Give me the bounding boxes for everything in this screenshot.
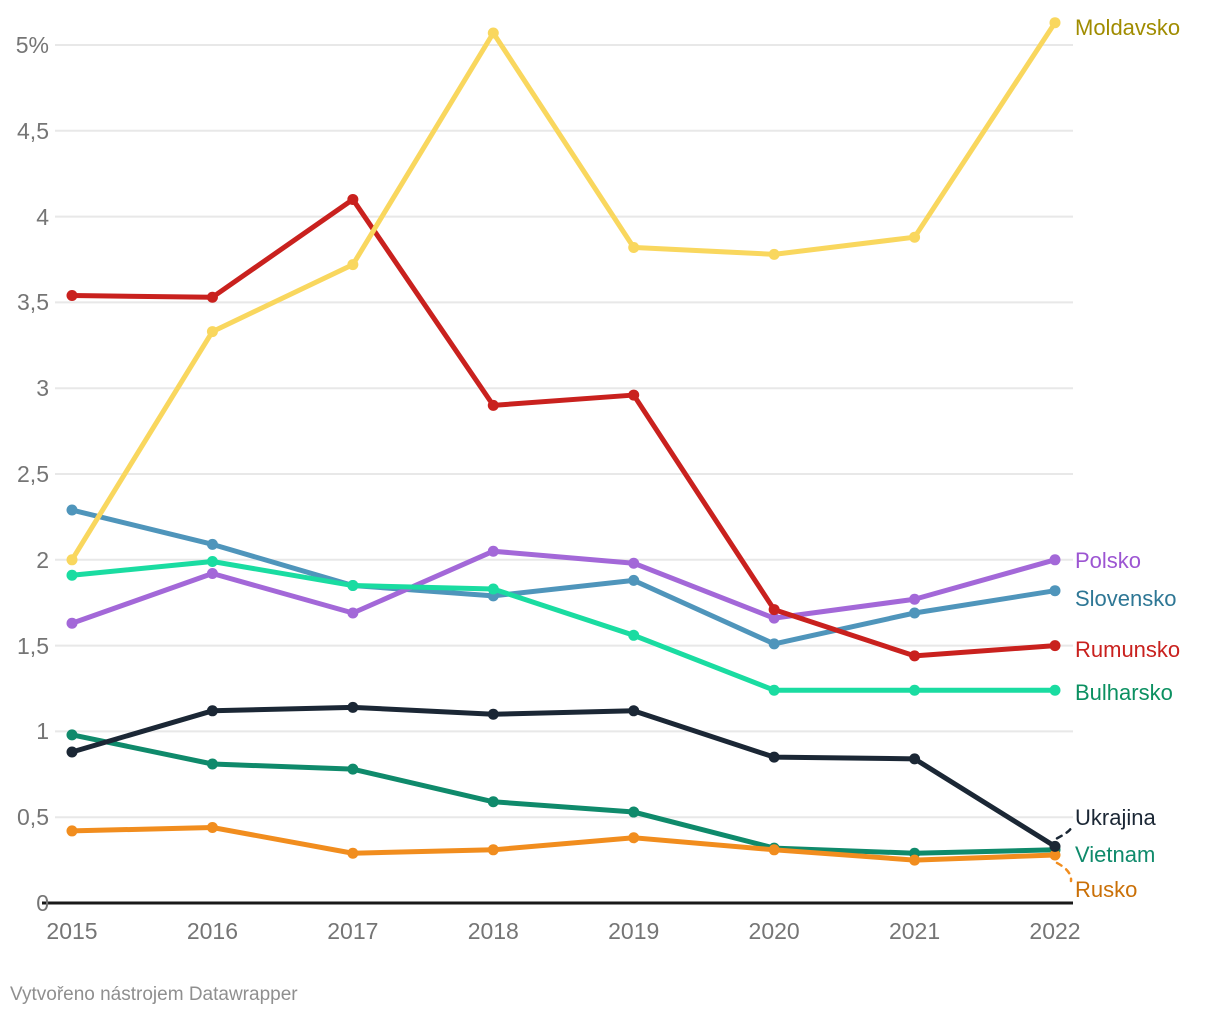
data-point-bulharsko-2017 <box>347 580 359 592</box>
data-point-vietnam-2019 <box>628 806 640 818</box>
series-line-rusko <box>69 824 1058 863</box>
y-tick-label: 5% <box>15 32 49 58</box>
data-point-rusko-2015 <box>66 825 78 837</box>
data-point-bulharsko-2015 <box>66 569 78 581</box>
series-label-vietnam: Vietnam <box>1075 842 1156 867</box>
data-point-vietnam-2018 <box>487 796 499 808</box>
series-line-rumunsko <box>69 196 1058 659</box>
data-point-rusko-2022 <box>1049 849 1061 861</box>
y-tick-label: 0,5 <box>17 804 49 831</box>
data-point-polsko-2015 <box>66 617 78 629</box>
data-point-polsko-2021 <box>909 593 921 605</box>
data-point-rumunsko-2019 <box>628 389 640 401</box>
series-line-ukrajina <box>69 704 1058 849</box>
data-point-moldavsko-2017 <box>347 259 359 271</box>
data-point-ukrajina-2019 <box>628 705 640 717</box>
y-tick-label: 1,5 <box>17 632 49 659</box>
data-point-rumunsko-2018 <box>487 399 499 411</box>
x-tick-label: 2019 <box>608 918 660 944</box>
x-tick-label: 2015 <box>46 918 98 944</box>
data-point-polsko-2020 <box>768 612 780 624</box>
data-point-rusko-2021 <box>909 854 921 866</box>
data-point-slovensko-2016 <box>206 538 218 550</box>
data-point-bulharsko-2021 <box>909 684 921 696</box>
x-tick-label: 2016 <box>186 918 238 944</box>
x-tick-label: 2021 <box>888 918 941 944</box>
data-point-ukrajina-2016 <box>206 705 218 717</box>
y-tick-label: 2,5 <box>17 461 49 487</box>
series-line-slovensko <box>69 507 1058 647</box>
series-line-moldavsko <box>69 20 1058 563</box>
data-point-rumunsko-2015 <box>66 290 78 302</box>
y-tick-label: 0 <box>36 890 49 916</box>
y-tick-label: 1 <box>36 718 49 745</box>
data-point-polsko-2018 <box>487 545 499 557</box>
series-label-rusko: Rusko <box>1075 877 1138 902</box>
series-label-slovensko: Slovensko <box>1075 586 1177 611</box>
data-point-slovensko-2020 <box>768 638 780 650</box>
data-point-bulharsko-2018 <box>487 583 499 595</box>
y-tick-label: 3,5 <box>17 289 49 316</box>
data-point-rusko-2019 <box>628 832 640 844</box>
data-point-moldavsko-2018 <box>487 27 499 39</box>
data-point-slovensko-2021 <box>909 607 921 619</box>
data-point-polsko-2017 <box>347 607 359 619</box>
data-point-ukrajina-2022 <box>1049 840 1061 852</box>
data-point-moldavsko-2016 <box>206 326 218 338</box>
footer-credit: Vytvořeno nástrojem Datawrapper <box>10 984 298 1005</box>
data-point-rumunsko-2016 <box>206 291 218 303</box>
data-point-moldavsko-2020 <box>768 248 780 260</box>
series-label-bulharsko: Bulharsko <box>1075 680 1173 705</box>
y-tick-label: 2 <box>36 546 49 573</box>
data-point-bulharsko-2020 <box>768 684 780 696</box>
data-point-rusko-2020 <box>768 844 780 856</box>
data-point-rumunsko-2022 <box>1049 640 1061 652</box>
series-label-moldavsko: Moldavsko <box>1075 15 1181 40</box>
data-point-vietnam-2015 <box>66 729 78 741</box>
series-label-ukrajina: Ukrajina <box>1075 805 1156 830</box>
data-point-slovensko-2022 <box>1049 585 1061 597</box>
y-tick-label: 4 <box>36 203 49 230</box>
data-point-rumunsko-2021 <box>909 650 921 662</box>
data-point-polsko-2016 <box>206 568 218 580</box>
series-line-bulharsko <box>69 559 1058 693</box>
series-label-rumunsko: Rumunsko <box>1075 637 1181 662</box>
label-connector-rusko <box>1055 861 1073 883</box>
data-point-ukrajina-2015 <box>66 746 78 758</box>
data-point-bulharsko-2022 <box>1049 684 1061 696</box>
data-point-moldavsko-2022 <box>1049 17 1061 29</box>
data-point-rumunsko-2020 <box>768 604 780 616</box>
data-point-bulharsko-2016 <box>206 556 218 568</box>
data-point-rusko-2016 <box>206 821 218 833</box>
label-connector-ukrajina <box>1055 825 1073 840</box>
data-point-ukrajina-2018 <box>487 708 499 720</box>
data-point-polsko-2022 <box>1049 554 1061 566</box>
x-tick-label: 2020 <box>748 918 800 944</box>
x-tick-label: 2018 <box>467 918 519 944</box>
y-tick-label: 4,5 <box>17 117 49 144</box>
data-point-ukrajina-2017 <box>347 701 359 713</box>
data-point-ukrajina-2020 <box>768 751 780 763</box>
data-point-ukrajina-2021 <box>909 753 921 765</box>
data-point-polsko-2019 <box>628 557 640 569</box>
y-tick-label: 3 <box>36 375 49 402</box>
data-point-vietnam-2016 <box>206 758 218 770</box>
data-point-moldavsko-2015 <box>66 554 78 566</box>
series-line-vietnam <box>69 732 1058 856</box>
series-label-polsko: Polsko <box>1075 548 1142 573</box>
x-tick-label: 2017 <box>327 918 379 944</box>
data-point-slovensko-2019 <box>628 574 640 586</box>
data-point-rusko-2018 <box>487 844 499 856</box>
x-tick-label: 2022 <box>1029 918 1081 944</box>
series-line-polsko <box>69 548 1058 626</box>
data-point-moldavsko-2019 <box>628 241 640 253</box>
data-point-bulharsko-2019 <box>628 629 640 641</box>
data-point-vietnam-2017 <box>347 763 359 775</box>
data-point-slovensko-2015 <box>66 504 78 516</box>
data-point-rumunsko-2017 <box>347 193 359 205</box>
data-point-moldavsko-2021 <box>909 231 921 243</box>
data-point-rusko-2017 <box>347 847 359 859</box>
